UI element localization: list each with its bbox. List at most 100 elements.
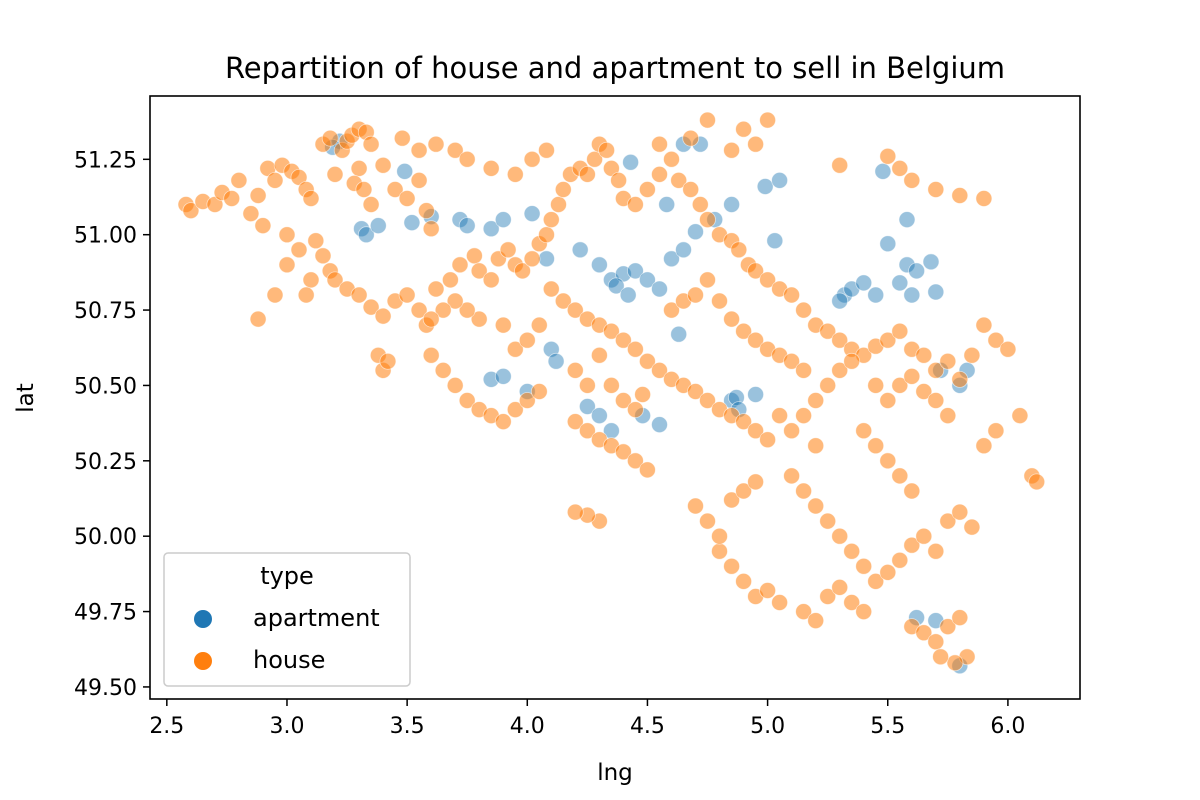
house-point	[603, 376, 620, 394]
legend-label-apartment: apartment	[253, 604, 380, 632]
house-point	[598, 141, 615, 159]
apartment-point	[771, 171, 788, 189]
house-point	[615, 443, 632, 461]
apartment-point	[403, 214, 421, 232]
house-point	[518, 331, 536, 349]
house-point	[651, 135, 668, 153]
apartment-point	[867, 286, 885, 304]
house-point	[615, 392, 632, 409]
house-point	[927, 361, 945, 379]
apartment-point	[756, 178, 774, 195]
house-point	[410, 301, 428, 319]
house-point	[182, 202, 200, 220]
apartment-point	[898, 211, 916, 229]
house-point	[386, 181, 404, 198]
house-point	[783, 467, 800, 485]
apartment-point	[494, 367, 512, 385]
house-point	[297, 286, 315, 304]
house-point	[723, 141, 740, 159]
house-point	[266, 286, 284, 304]
house-point	[538, 141, 555, 159]
house-point	[759, 271, 776, 289]
house-point	[855, 603, 873, 620]
y-tick-label: 50.75	[74, 299, 137, 324]
apartment-point	[591, 407, 608, 425]
apartment-point	[908, 262, 925, 280]
house-point	[795, 603, 812, 620]
house-point	[999, 340, 1017, 358]
house-point	[538, 226, 555, 244]
house-point	[915, 346, 933, 364]
house-point	[427, 280, 445, 298]
house-point	[579, 376, 596, 394]
apartment-point	[538, 250, 555, 268]
house-point	[398, 286, 416, 304]
legend-label-house: house	[253, 646, 325, 674]
house-point	[302, 271, 320, 289]
house-point	[735, 322, 752, 340]
house-point	[627, 401, 644, 419]
house-point	[242, 205, 260, 223]
house-point	[843, 542, 861, 560]
y-tick-label: 50.25	[74, 450, 137, 475]
house-point	[566, 301, 584, 319]
house-point	[290, 241, 308, 259]
house-point	[807, 612, 825, 629]
house-point	[939, 512, 957, 530]
house-point	[903, 171, 921, 189]
house-point	[249, 310, 267, 328]
house-point	[747, 422, 764, 440]
chart-title: Repartition of house and apartment to se…	[225, 51, 1005, 85]
x-axis-ticks: 2.5 3.0 3.5 4.0 4.5 5.0 5.5 6.0	[149, 699, 1025, 739]
house-point	[550, 196, 567, 213]
apartment-point	[579, 398, 596, 415]
house-point	[266, 171, 284, 189]
house-point	[843, 352, 861, 370]
apartment-point	[547, 352, 565, 370]
x-axis-label: lng	[597, 760, 633, 786]
house-point	[634, 386, 651, 403]
house-point	[458, 150, 476, 168]
house-point	[691, 196, 709, 213]
house-point	[879, 392, 897, 409]
house-point	[687, 383, 704, 400]
house-point	[465, 247, 483, 265]
house-point	[579, 422, 596, 440]
apartment-point	[523, 205, 541, 223]
house-point	[783, 352, 800, 370]
house-point	[771, 407, 788, 425]
house-point	[514, 262, 531, 280]
house-point	[615, 331, 632, 349]
house-point	[470, 262, 488, 280]
house-point	[362, 298, 380, 316]
house-point	[530, 383, 548, 400]
house-point	[554, 181, 572, 198]
apartment-point	[639, 271, 656, 289]
house-point	[530, 316, 548, 334]
house-point	[932, 648, 949, 666]
house-point	[579, 165, 596, 183]
house-point	[831, 331, 849, 349]
legend-title: type	[260, 562, 314, 590]
house-point	[518, 392, 536, 409]
house-point	[946, 654, 964, 672]
apartment-point	[874, 162, 892, 180]
house-point	[699, 512, 716, 530]
house-point	[975, 437, 993, 455]
house-point	[639, 461, 656, 479]
apartment-point	[591, 256, 608, 274]
house-point	[747, 262, 764, 280]
house-point	[1011, 407, 1029, 425]
house-point	[610, 171, 627, 189]
house-point	[975, 190, 993, 207]
house-point	[651, 361, 668, 379]
house-point	[441, 271, 459, 289]
plot-frame	[149, 95, 1081, 700]
house-point	[314, 247, 332, 265]
house-point	[915, 527, 933, 545]
house-point	[879, 331, 897, 349]
apartment-point	[831, 292, 849, 310]
house-point	[759, 111, 776, 129]
house-point	[410, 141, 428, 159]
